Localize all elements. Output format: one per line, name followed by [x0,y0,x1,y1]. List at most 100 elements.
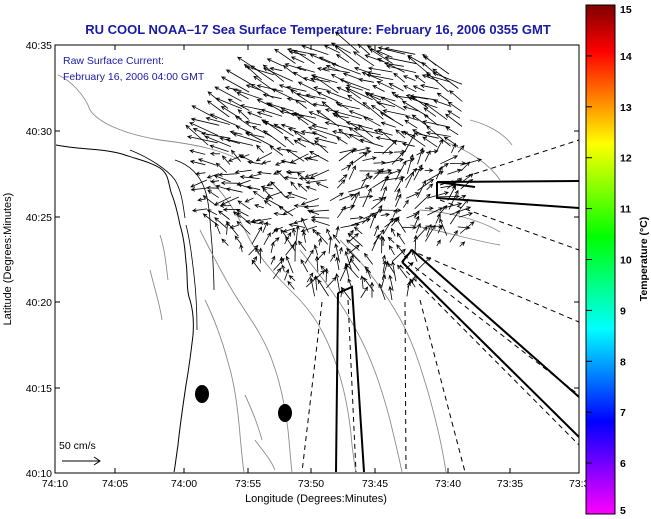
current-vector [353,127,384,135]
current-vector [348,127,375,145]
current-vector [347,277,352,287]
current-vector [256,84,283,92]
current-vector [280,123,296,130]
current-vector [287,191,308,200]
inlet-line [129,149,198,331]
current-vector [364,91,386,109]
current-vector [432,68,459,89]
current-vector [262,67,293,82]
current-vector [414,74,426,84]
current-vector [376,50,393,58]
current-vector [326,228,331,237]
current-vector [326,276,337,289]
current-vector [426,125,451,147]
current-vector [260,108,283,117]
current-vector [347,184,370,193]
current-vector [388,82,404,92]
current-vector [317,237,323,246]
current-vector [290,56,305,63]
current-vector [285,255,294,274]
current-vector [358,77,375,83]
current-vector [436,92,449,102]
current-vector [305,185,317,191]
current-vector [256,170,272,175]
y-axis: 40:35 40:30 40:25 40:20 40:15 40:10 Lati… [2,40,579,480]
current-vector [274,48,296,64]
current-vector [209,179,220,184]
current-vector [234,235,242,245]
current-vector [232,88,263,100]
current-vector [295,224,300,244]
current-vector [306,272,314,283]
current-vector [393,94,416,100]
current-vector [337,205,347,219]
current-vector [255,152,273,162]
current-vector [313,275,318,291]
current-vector [293,139,307,148]
current-vector [391,151,405,165]
current-vector [460,161,471,172]
current-vector [379,235,384,254]
current-vector [312,228,317,235]
current-vector [251,226,263,245]
annotation-line-2: February 16, 2006 04:00 GMT [63,71,205,83]
current-vector [415,256,431,272]
current-vector [209,113,239,127]
current-vector [382,109,408,116]
current-vector [423,114,439,126]
current-vector [437,224,443,234]
current-vector [348,133,364,144]
current-vector [425,71,449,93]
current-vector [234,169,252,174]
y-axis-label: Latitude (Degrees:Minutes) [2,193,14,326]
current-vector [373,229,385,245]
current-vector [402,105,419,112]
current-vector [307,126,340,138]
current-vector [258,247,263,264]
current-vector [284,268,290,281]
current-vector [255,247,260,255]
current-vector [360,286,369,299]
current-vector [346,239,360,251]
colorbar: 15 14 13 12 11 10 9 8 7 6 5 Temperature (°C) [585,4,650,517]
current-vector [380,174,389,192]
current-vector [284,194,295,200]
current-vector [269,145,284,156]
current-vector [227,155,243,162]
current-vector [407,56,429,74]
current-vector [338,174,348,183]
current-vector [270,181,286,198]
current-vector [300,198,320,206]
current-vector [225,187,243,193]
current-vector [380,121,396,128]
current-vector [373,168,384,180]
current-vector [403,85,417,93]
current-vector [413,234,418,253]
current-vector [313,244,319,256]
current-vector [215,184,229,190]
current-vector [273,123,294,137]
current-vector [392,248,406,262]
current-vector [205,185,219,191]
current-vector [347,94,370,110]
current-vector [189,122,219,136]
current-vector [209,144,229,152]
current-vector [246,185,261,191]
current-vector [235,209,249,217]
x-tick-label: 73:45 [362,478,388,490]
current-vector [335,273,340,291]
current-vector [347,160,354,171]
current-vector [360,275,365,290]
colorbar-tick-label: 14 [620,51,632,63]
current-vector [269,66,283,72]
peninsula-line [174,159,215,291]
current-vector [395,160,407,181]
current-vector [420,84,439,90]
current-vector [234,115,252,128]
current-vector [364,252,374,265]
current-vector [247,160,264,165]
current-vector [406,153,414,174]
current-vector [439,217,448,236]
current-vector [189,149,206,155]
